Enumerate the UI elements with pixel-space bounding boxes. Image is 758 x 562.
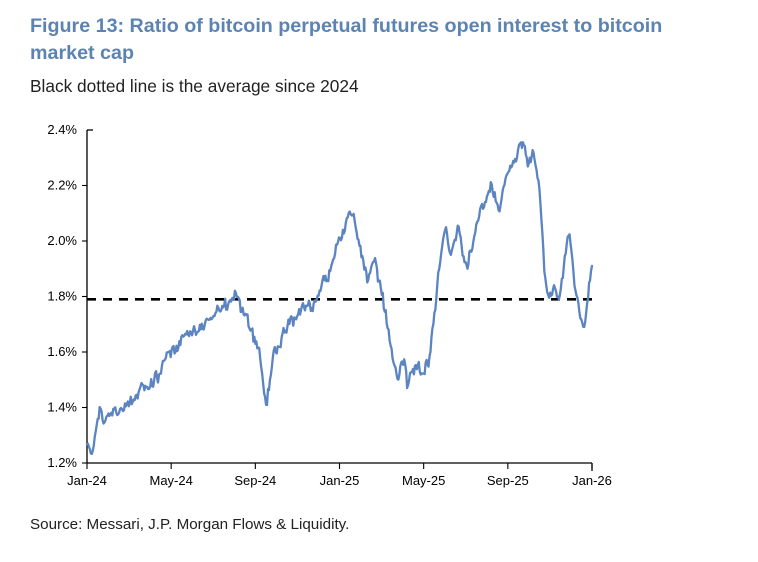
svg-text:Sep-25: Sep-25	[487, 473, 529, 488]
svg-text:1.6%: 1.6%	[47, 344, 77, 359]
svg-text:2.4%: 2.4%	[47, 122, 77, 137]
svg-text:2.2%: 2.2%	[47, 178, 77, 193]
svg-text:Jan-26: Jan-26	[572, 473, 612, 488]
svg-text:1.8%: 1.8%	[47, 289, 77, 304]
svg-text:Jan-25: Jan-25	[320, 473, 360, 488]
svg-text:May-24: May-24	[149, 473, 192, 488]
svg-text:1.4%: 1.4%	[47, 400, 77, 415]
svg-text:Jan-24: Jan-24	[67, 473, 107, 488]
svg-text:1.2%: 1.2%	[47, 455, 77, 470]
svg-text:May-25: May-25	[402, 473, 445, 488]
svg-text:2.0%: 2.0%	[47, 233, 77, 248]
svg-text:Sep-24: Sep-24	[234, 473, 276, 488]
